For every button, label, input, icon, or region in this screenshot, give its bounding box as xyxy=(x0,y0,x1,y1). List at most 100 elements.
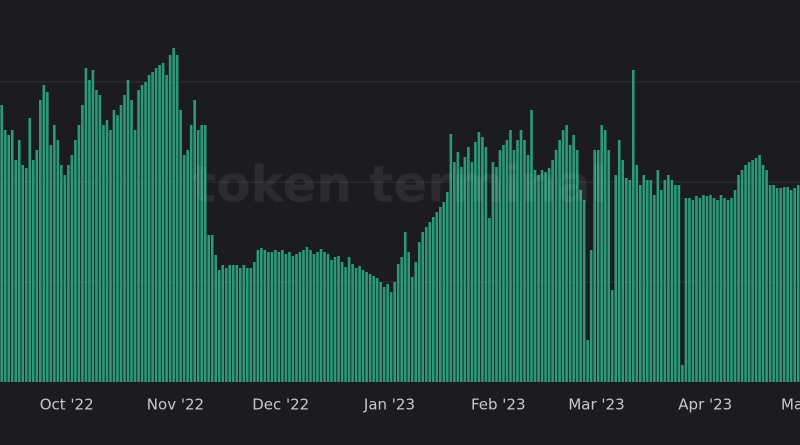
bar xyxy=(126,80,130,382)
bar xyxy=(554,150,558,382)
bar xyxy=(424,227,428,382)
bar xyxy=(365,272,368,382)
bar xyxy=(193,100,196,382)
bar xyxy=(49,145,53,382)
bar xyxy=(28,118,32,382)
bar xyxy=(438,207,442,382)
bar xyxy=(705,196,709,382)
bar xyxy=(491,162,495,382)
x-tick-label: Mar '23 xyxy=(568,396,624,414)
bar xyxy=(319,249,323,382)
bar xyxy=(147,75,151,382)
bar xyxy=(698,198,702,382)
bar xyxy=(684,198,688,382)
bar xyxy=(196,130,200,382)
bar xyxy=(407,252,411,382)
bar xyxy=(256,250,260,382)
bar xyxy=(70,155,74,382)
watermark: token terminal xyxy=(192,156,607,214)
bar xyxy=(456,152,460,382)
bar xyxy=(242,265,246,382)
bar xyxy=(246,268,249,382)
bar xyxy=(558,140,561,382)
bar xyxy=(267,252,270,382)
bar xyxy=(660,190,663,382)
bar xyxy=(768,185,772,382)
bar xyxy=(737,175,740,382)
bar xyxy=(628,180,632,382)
bar xyxy=(316,252,319,382)
bar xyxy=(410,277,414,382)
bar xyxy=(526,155,530,382)
bar xyxy=(393,282,396,382)
bar xyxy=(277,252,281,382)
bar xyxy=(333,257,337,382)
bar xyxy=(154,68,158,382)
bar xyxy=(231,265,235,382)
bar xyxy=(263,250,267,382)
bar xyxy=(582,200,586,382)
bar xyxy=(0,105,4,382)
bar xyxy=(758,155,761,382)
bar xyxy=(572,135,575,382)
bar xyxy=(481,137,484,382)
bar xyxy=(677,185,681,382)
bar xyxy=(210,235,214,382)
bar xyxy=(168,55,172,382)
bar xyxy=(505,140,509,382)
bar xyxy=(617,140,621,382)
bar xyxy=(200,125,204,382)
bar xyxy=(284,254,288,382)
bar xyxy=(719,195,723,382)
x-tick-label: Apr '23 xyxy=(678,396,732,414)
bar xyxy=(530,110,533,382)
bar xyxy=(326,254,330,382)
bar xyxy=(761,165,765,382)
bar xyxy=(151,72,154,382)
bar xyxy=(31,160,35,382)
bar xyxy=(474,142,477,382)
bar xyxy=(579,190,582,382)
bar xyxy=(77,125,81,382)
x-tick-label: Feb '23 xyxy=(471,396,526,414)
bar xyxy=(702,195,705,382)
bar xyxy=(621,160,625,382)
bar xyxy=(105,120,109,382)
bar xyxy=(312,254,316,382)
bar xyxy=(793,188,796,382)
bar xyxy=(495,167,498,382)
bar xyxy=(417,242,421,382)
x-tick-label: May '23 xyxy=(781,396,800,414)
bar xyxy=(253,262,256,382)
bar xyxy=(575,150,579,382)
bar xyxy=(98,95,102,382)
bar xyxy=(270,252,274,382)
bar xyxy=(161,63,165,382)
bar xyxy=(624,178,628,382)
bar xyxy=(119,105,123,382)
bar xyxy=(330,260,333,382)
bar xyxy=(691,200,695,382)
bar xyxy=(382,287,386,382)
x-tick-label: Dec '22 xyxy=(252,396,309,414)
bar xyxy=(396,264,400,382)
bar xyxy=(649,180,653,382)
bar xyxy=(235,265,239,382)
bar xyxy=(109,130,112,382)
bar xyxy=(305,247,309,382)
bar xyxy=(754,158,758,382)
bar xyxy=(42,85,46,382)
bar xyxy=(667,175,670,382)
bar xyxy=(726,200,730,382)
bar xyxy=(207,235,211,382)
bar xyxy=(509,130,512,382)
bar xyxy=(631,70,635,382)
bar xyxy=(470,162,474,382)
bar xyxy=(249,268,253,382)
bar xyxy=(537,175,540,382)
bar xyxy=(182,155,186,382)
bar xyxy=(772,185,775,382)
bar xyxy=(765,170,768,382)
bar xyxy=(172,48,175,382)
